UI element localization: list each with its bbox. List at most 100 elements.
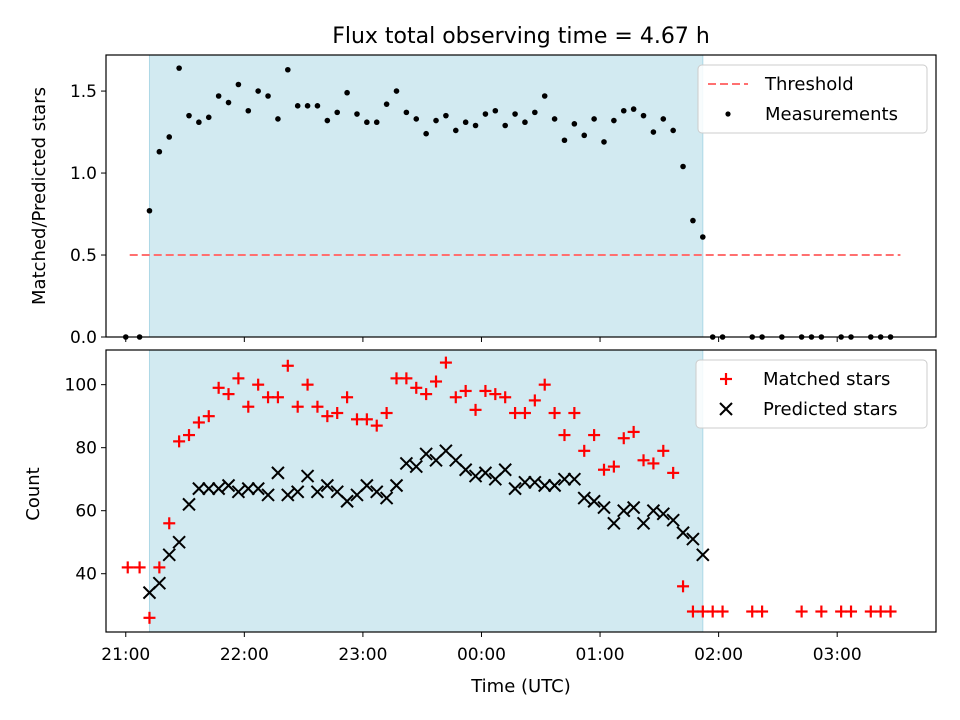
predicted-star-point (577, 491, 591, 505)
predicted-star-point (547, 478, 562, 493)
predicted-star-point (557, 472, 572, 486)
measurement-point (660, 116, 667, 122)
legend-threshold-label: Threshold (764, 74, 854, 95)
measurement-point (186, 112, 192, 119)
predicted-star-point (508, 481, 522, 496)
matched-star-point (202, 410, 215, 423)
bottom-legend-frame (695, 359, 928, 429)
matched-star-point (884, 605, 897, 618)
predicted-star-point (607, 516, 621, 531)
predicted-star-point (172, 535, 186, 549)
measurement-point (156, 148, 163, 155)
predicted-star-point (686, 532, 700, 546)
measurement-point (620, 107, 627, 114)
predicted-star-point (261, 488, 275, 502)
matched-star-point (183, 429, 195, 442)
y-tick-label: 80 (75, 439, 97, 459)
matched-star-point (439, 356, 452, 369)
matched-star-point (469, 403, 482, 416)
predicted-star-point (340, 494, 354, 508)
predicted-star-point (271, 466, 285, 480)
predicted-star-point (281, 488, 295, 502)
measurement-point (601, 139, 607, 145)
y-tick-label: 0.0 (70, 328, 97, 348)
matched-star-point (301, 378, 314, 391)
measurement-point (482, 111, 489, 117)
matched-star-point (756, 605, 769, 618)
y-tick-label: 100 (65, 376, 97, 396)
matched-star-point (331, 407, 344, 420)
predicted-star-point (300, 469, 315, 483)
measurement-point (245, 107, 252, 114)
predicted-star-point (162, 548, 176, 562)
top-panel: 0.0 0.5 1.0 1.5 Matched/Predicted stars Thr… (29, 54, 937, 348)
matched-star-point (558, 429, 571, 442)
matched-star-point (568, 407, 581, 420)
measurement-point (403, 109, 410, 116)
measurement-point (235, 81, 242, 88)
legend-measurements-label: Measurements (765, 104, 898, 125)
x-tick-label: 21:00 (101, 645, 150, 665)
measurement-point (294, 103, 301, 109)
matched-star-point (459, 384, 472, 397)
measurement-point (166, 134, 173, 140)
matched-star-point (420, 388, 433, 401)
matched-star-point (380, 407, 393, 420)
predicted-star-point (538, 478, 552, 493)
observing-span-shade (148, 54, 704, 338)
chart-title: Flux total observing time = 4.67 h (332, 24, 710, 49)
measurement-point (581, 132, 588, 139)
top-legend: Threshold Measurements (697, 64, 928, 134)
measurement-point (630, 106, 637, 112)
measurement-point (680, 163, 686, 170)
matched-star-point (845, 605, 858, 618)
matched-star-point (321, 410, 334, 423)
matched-star-point (192, 416, 205, 429)
x-axis-label: Time (UTC) (470, 676, 571, 697)
measurement-point (393, 88, 400, 94)
predicted-star-point (251, 481, 265, 496)
matched-star-point (449, 391, 462, 404)
predicted-star-point (419, 447, 433, 461)
legend-predicted-swatch (719, 402, 733, 416)
measurement-point (650, 129, 657, 135)
predicted-star-point (231, 485, 246, 499)
matched-star-point (400, 372, 413, 385)
measurement-point (551, 116, 558, 122)
matched-star-point (291, 400, 304, 413)
predicted-star-point (597, 500, 611, 515)
predicted-star-point (320, 478, 335, 493)
predicted-star-point (528, 475, 542, 490)
measurement-point (334, 109, 341, 116)
measurement-point (611, 117, 617, 124)
predicted-star-point (696, 548, 710, 562)
measurement-point (285, 66, 291, 73)
measurement-point (383, 101, 390, 107)
measurement-point (541, 93, 548, 99)
predicted-star-point (676, 526, 690, 540)
bottom-panel: 40 60 80 100 21:00 22:00 23:00 00:00 01:00 02:00 0… (23, 349, 937, 697)
matched-star-point (252, 378, 265, 391)
predicted-star-point (617, 503, 631, 518)
measurement-point (690, 217, 696, 224)
predicted-star-point (290, 485, 305, 499)
measurement-point (472, 122, 479, 129)
measurement-point (354, 111, 360, 117)
measurement-point (522, 119, 528, 126)
matched-star-point (281, 359, 294, 372)
matched-star-point (538, 378, 551, 391)
measurement-point (324, 117, 331, 124)
measurement-point (314, 103, 321, 109)
predicted-star-point (211, 481, 226, 496)
legend-predicted-label: Predicted stars (763, 399, 897, 420)
matched-star-point (588, 429, 601, 442)
predicted-star-point (192, 481, 206, 496)
bottom-legend: Matched stars Predicted stars (695, 359, 928, 429)
x-tick-label: 00:00 (457, 645, 506, 665)
predicted-star-point (152, 576, 167, 590)
top-legend-frame (697, 64, 928, 134)
matched-star-point (528, 394, 541, 407)
measurement-point (146, 207, 153, 214)
predicted-star-point (399, 456, 414, 471)
measurement-point (571, 121, 578, 127)
